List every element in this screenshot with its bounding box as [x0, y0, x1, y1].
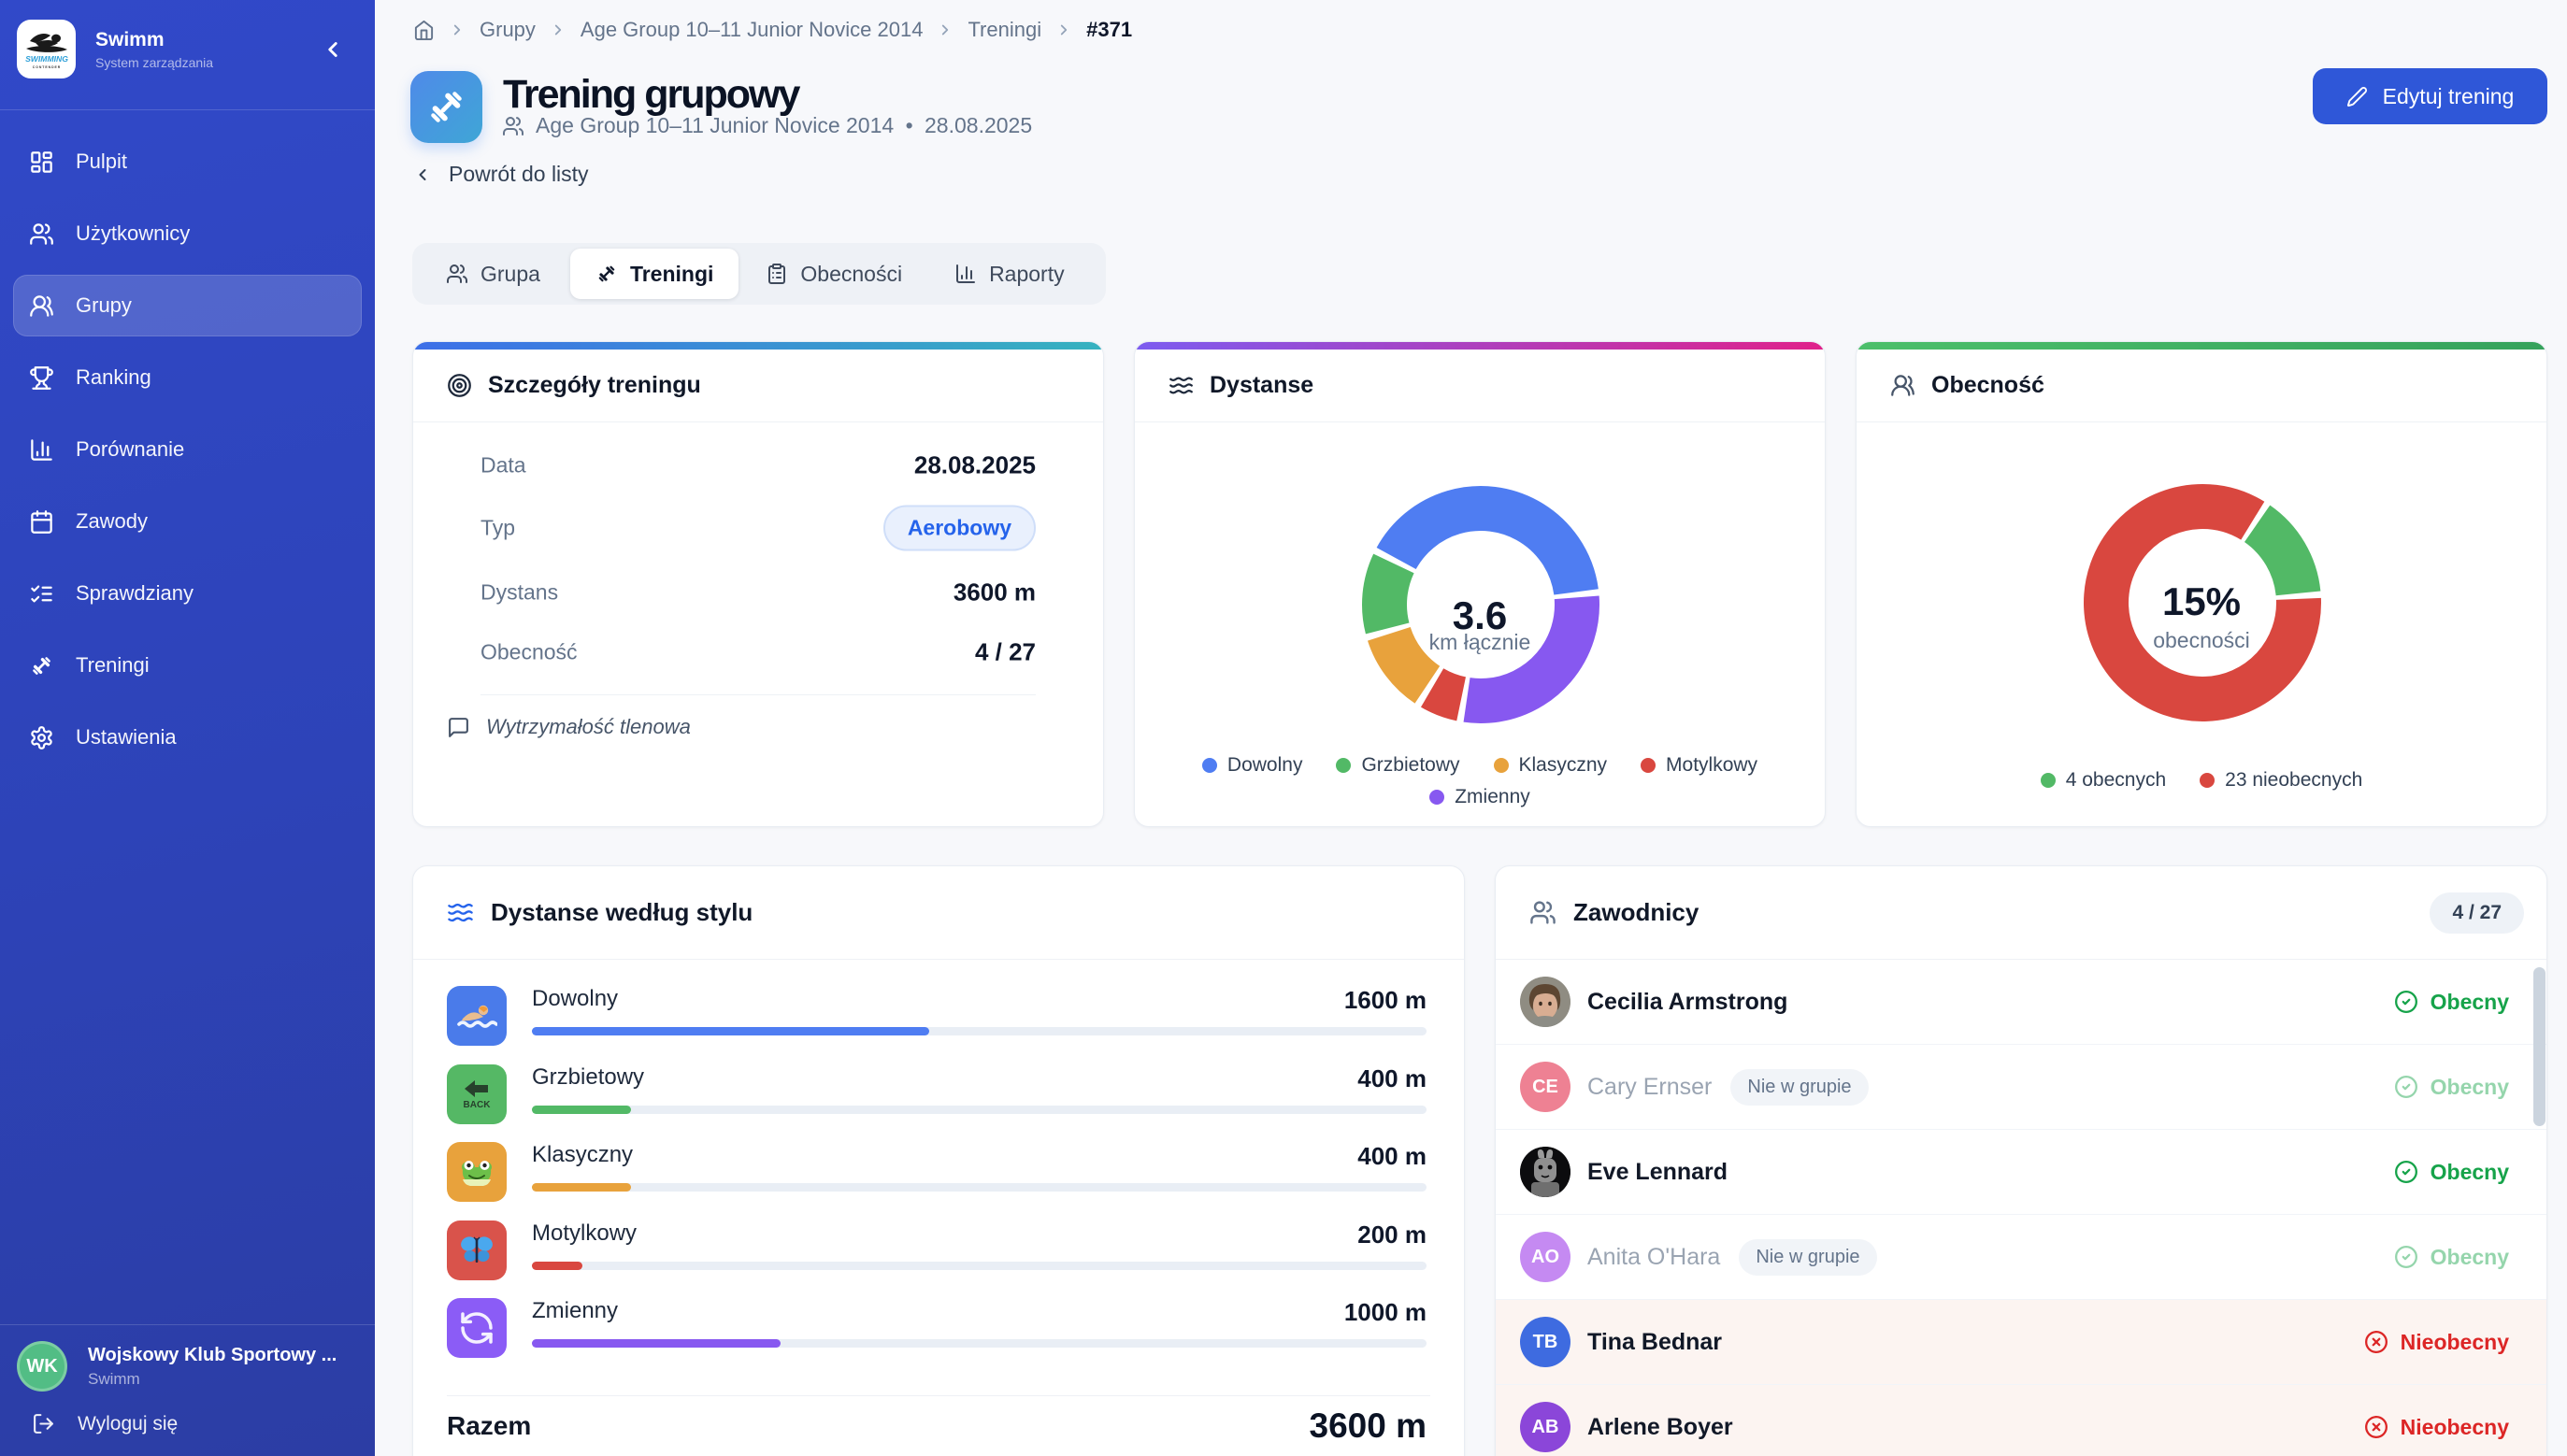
svg-text:BACK: BACK	[464, 1100, 492, 1110]
svg-text:SWIMMING: SWIMMING	[25, 54, 68, 64]
svg-text:CONTENDER: CONTENDER	[32, 65, 60, 69]
